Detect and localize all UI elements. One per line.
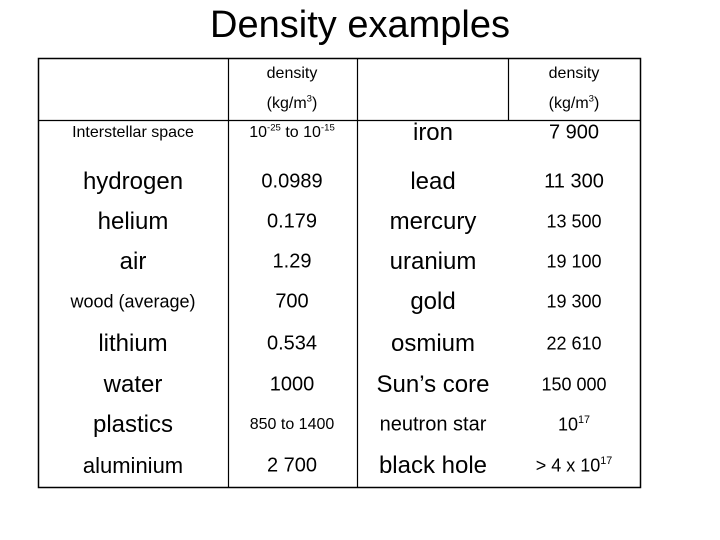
text-segment: 19 100 <box>546 251 602 272</box>
text-segment: neutron star <box>379 413 487 436</box>
column-header: density (kg/m3) <box>549 59 600 119</box>
text-segment: 850 to 1400 <box>249 416 335 433</box>
density-value: 850 to 1400 <box>250 416 335 434</box>
superscript: 3 <box>306 93 313 105</box>
text-segment: 1.29 <box>272 250 312 273</box>
text-segment: plastics <box>92 411 174 438</box>
density-value: 10-25 to 10-15 <box>249 122 335 142</box>
text-segment: 2 700 <box>266 454 318 477</box>
text-segment: > 4 x 10 <box>535 455 601 476</box>
density-value: 2 700 <box>267 455 317 478</box>
text-segment: 19 300 <box>546 291 602 312</box>
substance-name: wood (average) <box>70 292 195 313</box>
substance-name: hydrogen <box>83 168 183 196</box>
text-segment: (kg/m <box>548 95 589 112</box>
text-segment: to 10 <box>280 124 321 141</box>
header-line: (kg/m3) <box>549 89 600 119</box>
superscript: -15 <box>320 122 335 134</box>
density-value: 22 610 <box>546 334 601 355</box>
text-segment: wood (average) <box>70 291 196 312</box>
text-segment: 10 <box>557 414 579 435</box>
superscript: 17 <box>600 454 613 467</box>
text-segment: 0.0989 <box>261 170 323 193</box>
density-value: 1017 <box>558 415 590 436</box>
text-segment: Sun’s core <box>376 371 490 398</box>
density-value: 11 300 <box>544 171 604 194</box>
header-line: density <box>548 65 600 82</box>
text-segment: water <box>103 371 163 398</box>
text-segment: 10 <box>249 124 268 141</box>
density-value: 13 500 <box>546 212 601 233</box>
substance-name: water <box>104 371 163 399</box>
substance-name: lithium <box>98 330 167 358</box>
text-segment: black hole <box>378 452 488 479</box>
text-segment: ) <box>312 95 318 112</box>
superscript: 17 <box>578 413 591 426</box>
density-value: > 4 x 1017 <box>536 456 613 477</box>
density-value: 1000 <box>270 374 315 397</box>
text-segment: 11 300 <box>544 170 604 193</box>
text-segment: helium <box>97 208 169 235</box>
density-value: 700 <box>275 291 308 314</box>
density-value: 0.0989 <box>261 171 322 194</box>
text-segment: 22 610 <box>546 333 602 354</box>
substance-name: neutron star <box>380 414 487 437</box>
text-segment: air <box>119 248 147 275</box>
substance-name: uranium <box>390 248 477 276</box>
text-segment: aluminium <box>82 453 184 478</box>
text-segment: mercury <box>389 208 477 235</box>
density-value: 0.534 <box>267 333 317 356</box>
column-header: density (kg/m3) <box>267 59 318 119</box>
substance-name: air <box>120 248 147 276</box>
text-segment: 1000 <box>269 373 315 396</box>
superscript: 3 <box>588 93 595 105</box>
density-value: 150 000 <box>541 375 606 396</box>
text-segment: Interstellar space <box>72 124 194 141</box>
text-segment: 700 <box>275 290 309 313</box>
table-border <box>37 57 642 489</box>
text-segment: 7 900 <box>548 121 600 144</box>
header-line: density <box>266 65 318 82</box>
text-segment: hydrogen <box>82 168 184 195</box>
substance-name: gold <box>410 288 455 316</box>
substance-name: helium <box>98 208 169 236</box>
text-segment: 150 000 <box>541 374 607 395</box>
superscript: -25 <box>267 122 281 134</box>
slide-title: Density examples <box>210 4 510 46</box>
substance-name: lead <box>410 168 455 196</box>
density-value: 1.29 <box>273 251 312 274</box>
substance-name: aluminium <box>83 453 183 479</box>
text-segment: uranium <box>389 248 477 275</box>
substance-name: Interstellar space <box>72 124 194 142</box>
text-segment: 13 500 <box>546 211 602 232</box>
density-value: 7 900 <box>549 122 599 145</box>
text-segment: lead <box>410 168 456 195</box>
substance-name: Sun’s core <box>377 371 490 399</box>
text-segment: 0.179 <box>266 210 318 233</box>
text-segment: ) <box>594 95 600 112</box>
substance-name: mercury <box>390 208 477 236</box>
substance-name: iron <box>413 119 453 147</box>
substance-name: plastics <box>93 411 173 439</box>
density-value: 0.179 <box>267 211 317 234</box>
header-line: (kg/m3) <box>267 89 318 119</box>
text-segment: 0.534 <box>266 332 318 355</box>
density-value: 19 300 <box>546 292 601 313</box>
substance-name: osmium <box>391 330 475 358</box>
text-segment: lithium <box>98 330 168 357</box>
text-segment: iron <box>412 119 454 146</box>
text-segment: gold <box>410 288 456 315</box>
substance-name: black hole <box>379 452 487 480</box>
text-segment: (kg/m <box>266 95 307 112</box>
text-segment: osmium <box>390 330 476 357</box>
density-value: 19 100 <box>546 252 601 273</box>
